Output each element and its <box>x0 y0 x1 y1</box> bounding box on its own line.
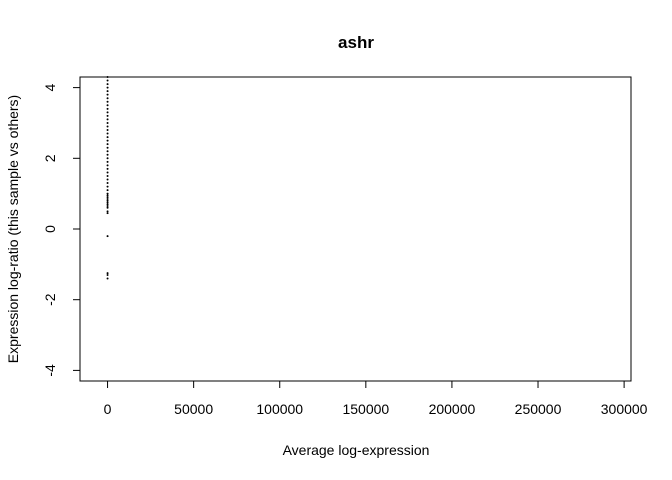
data-point <box>106 164 109 167</box>
data-point <box>106 139 109 142</box>
y-axis: -4 -2 0 2 4 <box>42 84 81 377</box>
data-point <box>106 182 109 185</box>
data-point <box>106 118 109 121</box>
data-point <box>106 114 109 117</box>
chart-title: ashr <box>338 33 374 52</box>
data-point <box>106 272 109 275</box>
data-point <box>106 210 109 213</box>
data-point <box>106 100 109 103</box>
data-point <box>106 76 109 78</box>
x-tick-label: 0 <box>104 401 112 417</box>
data-point <box>106 153 109 156</box>
data-points <box>106 76 109 280</box>
data-point <box>106 199 109 202</box>
data-point <box>106 83 109 86</box>
x-tick-label: 250000 <box>515 401 562 417</box>
data-point <box>106 86 109 89</box>
data-point <box>106 197 109 200</box>
data-point <box>106 111 109 114</box>
data-point <box>106 189 109 192</box>
data-point <box>106 160 109 163</box>
data-point <box>106 273 109 276</box>
data-point <box>106 201 109 204</box>
y-tick-label: -2 <box>42 293 58 306</box>
data-point <box>106 277 109 280</box>
data-point <box>106 205 109 208</box>
data-point <box>106 212 109 215</box>
data-point <box>106 171 109 174</box>
y-axis-label: Expression log-ratio (this sample vs oth… <box>5 95 21 363</box>
x-tick-label: 150000 <box>342 401 389 417</box>
data-point <box>106 178 109 181</box>
data-point <box>106 125 109 128</box>
data-point <box>106 97 109 100</box>
data-point <box>106 90 109 93</box>
y-tick-label: 4 <box>42 84 58 92</box>
data-point <box>106 196 109 199</box>
data-point <box>106 194 109 197</box>
data-point <box>106 104 109 107</box>
x-axis-label: Average log-expression <box>283 442 430 458</box>
data-point <box>106 132 109 135</box>
y-tick-label: 2 <box>42 154 58 162</box>
data-point <box>106 157 109 160</box>
data-point <box>106 79 109 82</box>
x-tick-label: 50000 <box>174 401 213 417</box>
data-point <box>106 174 109 177</box>
data-point <box>106 235 109 238</box>
data-point <box>106 146 109 149</box>
data-point <box>106 136 109 139</box>
x-tick-label: 200000 <box>429 401 476 417</box>
y-tick-label: -4 <box>42 364 58 377</box>
data-point <box>106 129 109 132</box>
data-point <box>106 150 109 153</box>
x-tick-label: 300000 <box>601 401 648 417</box>
data-point <box>106 143 109 146</box>
data-point <box>106 167 109 170</box>
data-point <box>106 206 109 209</box>
data-point <box>106 93 109 96</box>
x-tick-label: 100000 <box>256 401 303 417</box>
x-axis: 0 50000 100000 150000 200000 250000 300000 <box>104 380 648 417</box>
data-point <box>106 121 109 124</box>
data-point <box>106 203 109 206</box>
plot-frame <box>79 76 632 382</box>
data-point <box>106 185 109 188</box>
data-point <box>106 192 109 195</box>
y-tick-label: 0 <box>42 225 58 233</box>
data-point <box>106 107 109 110</box>
